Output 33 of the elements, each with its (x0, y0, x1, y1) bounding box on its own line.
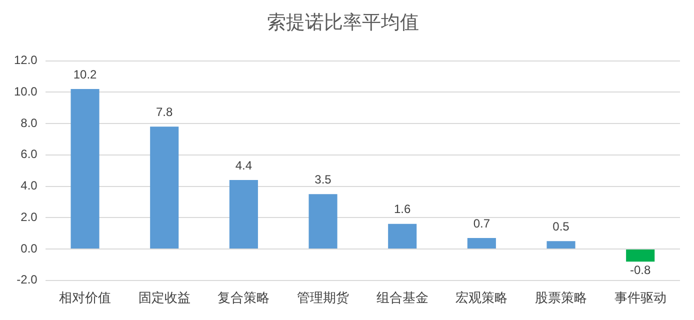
data-label: -0.8 (630, 262, 651, 277)
y-tick-label: 10.0 (14, 84, 38, 98)
x-tick-label: 相对价值 (59, 290, 112, 305)
bar (626, 250, 655, 262)
bar (546, 241, 576, 249)
x-tick-label: 宏观策略 (456, 290, 508, 305)
y-tick-label: 12.0 (14, 53, 38, 68)
data-label: 4.4 (235, 158, 252, 172)
x-tick-label: 组合基金 (376, 290, 428, 305)
x-tick-label: 固定收益 (138, 290, 190, 305)
data-label: 0.5 (552, 220, 570, 234)
x-tick-label: 事件驱动 (614, 290, 666, 305)
data-label: 0.7 (473, 216, 490, 230)
x-tick-label: 管理期货 (297, 290, 350, 305)
bar (388, 224, 417, 249)
bar (467, 238, 496, 249)
x-tick-label: 股票策略 (535, 290, 588, 305)
data-label: 7.8 (156, 104, 174, 119)
bar (150, 126, 179, 249)
bar (308, 194, 338, 249)
x-tick-label: 复合策略 (218, 290, 270, 305)
y-tick-label: 8.0 (20, 116, 38, 130)
bar (70, 89, 100, 249)
data-label: 3.5 (314, 172, 332, 186)
y-tick-label: 6.0 (20, 147, 38, 162)
chart-title: 索提诺比率平均值 (267, 12, 419, 34)
y-tick-label: 0.0 (20, 241, 38, 256)
data-label: 10.2 (73, 67, 98, 82)
y-tick-label: 2.0 (20, 210, 38, 224)
data-label: 1.6 (394, 202, 412, 216)
bar (229, 180, 258, 249)
y-tick-label: -2.0 (16, 272, 38, 287)
y-tick-label: 4.0 (20, 178, 38, 193)
